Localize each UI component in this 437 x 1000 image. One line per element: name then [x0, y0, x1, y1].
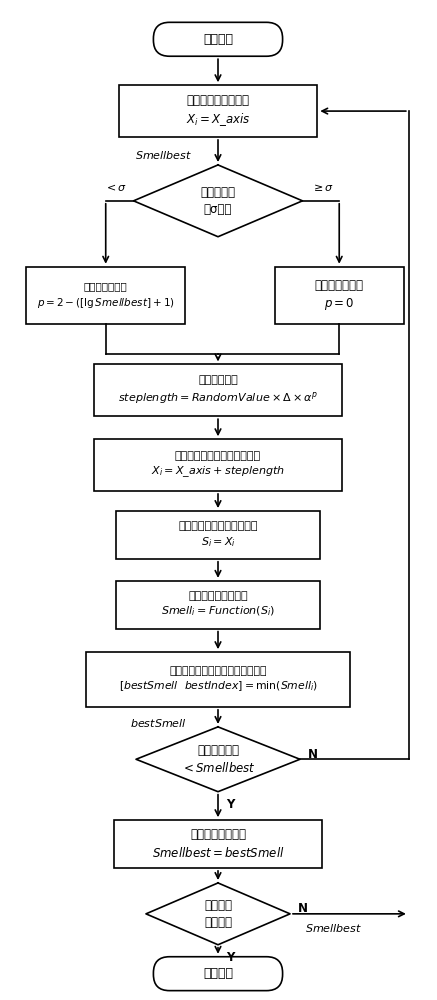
Text: 算法开始: 算法开始	[203, 33, 233, 46]
FancyBboxPatch shape	[153, 957, 283, 991]
Text: 搜索果蝇群体最小味道浓度和位置
$[bestSmell\ \ bestIndex] = \min(Smell_i)$: 搜索果蝇群体最小味道浓度和位置 $[bestSmell\ \ bestIndex…	[118, 666, 318, 693]
Text: 是否满足
终止条件: 是否满足 终止条件	[204, 899, 232, 929]
Text: Y: Y	[226, 951, 234, 964]
Text: Y: Y	[226, 798, 234, 811]
Text: 更新精确度系数
$p=2-([\lg Smellbest]+1)$: 更新精确度系数 $p=2-([\lg Smellbest]+1)$	[37, 282, 174, 310]
Text: 算法结束: 算法结束	[203, 967, 233, 980]
Text: 计算个体的味道浓度
$Smell_i = Function(S_i)$: 计算个体的味道浓度 $Smell_i = Function(S_i)$	[161, 591, 275, 618]
Bar	[87, 652, 350, 707]
Text: N: N	[298, 902, 308, 915]
Text: N: N	[308, 748, 318, 761]
Text: 计算个体的味道浓度判定值
$S_i = X_i$: 计算个体的味道浓度判定值 $S_i = X_i$	[178, 521, 258, 549]
Bar	[274, 267, 404, 324]
Bar	[114, 820, 323, 868]
Bar	[116, 581, 320, 629]
Bar	[94, 364, 342, 416]
Bar	[116, 511, 320, 559]
Text: 果蝇群体位置初始化
$X_i = X\_axis$: 果蝇群体位置初始化 $X_i = X\_axis$	[186, 94, 250, 128]
Text: 更新最小味道浓度
$Smellbest = bestSmell$: 更新最小味道浓度 $Smellbest = bestSmell$	[152, 828, 284, 860]
Text: $Smellbest$: $Smellbest$	[305, 922, 362, 934]
Bar	[26, 267, 185, 324]
Text: $bestSmell$: $bestSmell$	[130, 717, 187, 729]
Text: $\geq \sigma$: $\geq \sigma$	[311, 182, 334, 193]
Text: $Smellbest$: $Smellbest$	[135, 149, 192, 161]
Text: 更新搜索半径
$steplength = RandomValue \times \Delta \times \alpha^p$: 更新搜索半径 $steplength = RandomValue \times …	[118, 375, 318, 406]
Text: 赋予个体随机搜索方向和距离
$X_i = X\_axis + steplength$: 赋予个体随机搜索方向和距离 $X_i = X\_axis + steplengt…	[151, 451, 285, 479]
Text: 与精确度阈
值σ对比: 与精确度阈 值σ对比	[201, 186, 236, 216]
Text: $< \sigma$: $< \sigma$	[104, 182, 127, 193]
Text: 更新精确度系数
$p=0$: 更新精确度系数 $p=0$	[315, 279, 364, 312]
Bar	[118, 85, 317, 137]
Text: 与上一代对比
$< Smellbest$: 与上一代对比 $< Smellbest$	[180, 744, 256, 775]
FancyBboxPatch shape	[153, 22, 283, 56]
Bar	[94, 439, 342, 491]
